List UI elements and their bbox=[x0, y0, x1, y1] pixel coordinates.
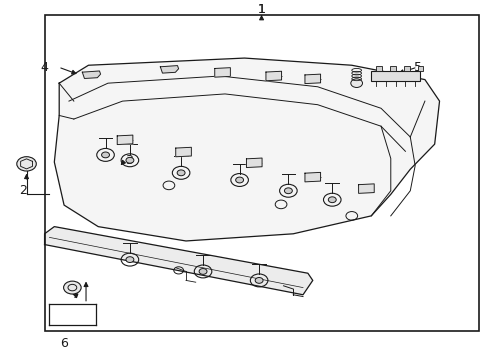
Bar bbox=[370, 71, 419, 81]
Text: 7: 7 bbox=[72, 288, 80, 301]
Circle shape bbox=[177, 170, 184, 176]
Circle shape bbox=[327, 197, 336, 203]
Polygon shape bbox=[305, 172, 320, 182]
Text: 2: 2 bbox=[19, 184, 26, 197]
Polygon shape bbox=[117, 135, 133, 145]
Polygon shape bbox=[214, 68, 230, 77]
Polygon shape bbox=[54, 58, 439, 241]
Text: 5: 5 bbox=[413, 60, 421, 73]
Polygon shape bbox=[82, 71, 101, 78]
Circle shape bbox=[350, 79, 362, 87]
Circle shape bbox=[255, 278, 263, 283]
Circle shape bbox=[235, 177, 243, 183]
Circle shape bbox=[199, 269, 206, 274]
Polygon shape bbox=[246, 158, 262, 167]
Bar bbox=[44, 15, 478, 330]
Bar bbox=[417, 66, 423, 71]
Text: 4: 4 bbox=[41, 60, 48, 73]
Polygon shape bbox=[44, 226, 312, 295]
Polygon shape bbox=[175, 147, 191, 157]
Circle shape bbox=[126, 157, 134, 163]
Circle shape bbox=[126, 257, 134, 262]
Circle shape bbox=[284, 188, 292, 194]
Text: 1: 1 bbox=[257, 3, 265, 16]
Text: 1: 1 bbox=[257, 3, 265, 16]
Text: 6: 6 bbox=[60, 337, 68, 350]
Circle shape bbox=[102, 152, 109, 158]
Circle shape bbox=[63, 281, 81, 294]
Bar bbox=[375, 66, 381, 71]
Polygon shape bbox=[160, 66, 178, 73]
Text: 3: 3 bbox=[125, 154, 133, 167]
Bar bbox=[389, 66, 395, 71]
Bar bbox=[403, 66, 409, 71]
Polygon shape bbox=[265, 71, 281, 81]
Polygon shape bbox=[358, 184, 373, 193]
Circle shape bbox=[17, 157, 36, 171]
Polygon shape bbox=[305, 74, 320, 84]
